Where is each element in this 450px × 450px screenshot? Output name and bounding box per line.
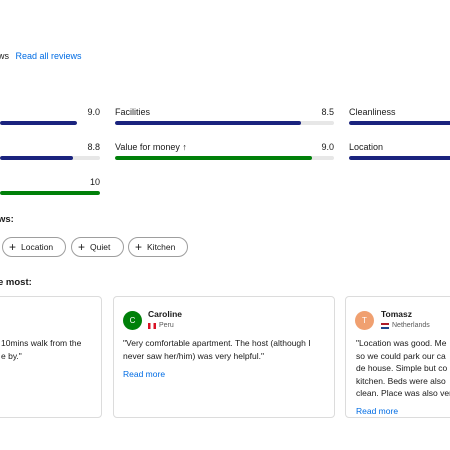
review-text: 10mins walk from the e by." — [1, 338, 82, 361]
review-text: "Location was good. Me so we could park … — [356, 338, 450, 398]
reviewer-country: Peru — [148, 322, 174, 329]
category-bar — [0, 121, 77, 125]
category-score: 9.0 — [321, 142, 334, 152]
category-bar-fill — [115, 121, 302, 125]
reviews-header: ws Read all reviews — [0, 51, 82, 61]
topic-chip-kitchen[interactable]: + Kitchen — [128, 237, 188, 257]
avatar: C — [123, 311, 142, 330]
category-score: 8.8 — [87, 142, 100, 152]
reviewer-country: Netherlands — [381, 322, 430, 329]
category-bar-fill — [115, 156, 313, 160]
category-bar — [115, 121, 334, 125]
category-bar-fill — [0, 121, 77, 125]
category-label-text: Value for money — [115, 142, 180, 152]
category-bar — [349, 156, 450, 160]
read-more-link[interactable]: Read more — [123, 369, 166, 379]
plus-icon: + — [9, 240, 17, 254]
review-card[interactable]: 10mins walk from the e by." — [0, 296, 102, 418]
reviewer-name: Caroline — [148, 309, 183, 319]
category-bar — [0, 156, 100, 160]
read-more-link[interactable]: Read more — [356, 406, 399, 416]
category-bar-fill — [0, 156, 73, 160]
chip-label: Location — [21, 242, 54, 252]
topics-title: ws: — [0, 214, 14, 225]
arrow-up-icon: ↑ — [182, 142, 187, 152]
plus-icon: + — [78, 240, 86, 254]
review-text: "Very comfortable apartment. The host (a… — [123, 338, 311, 361]
category-label: Cleanliness — [349, 107, 396, 117]
category-bar — [115, 156, 334, 160]
review-card[interactable]: C Caroline Peru "Very comfortable apartm… — [113, 296, 335, 418]
chip-label: Quiet — [90, 242, 111, 252]
avatar: T — [355, 311, 374, 330]
category-label-value-for-money: Value for money ↑ — [115, 142, 187, 152]
read-all-reviews-link[interactable]: Read all reviews — [15, 51, 82, 61]
category-bar — [0, 191, 100, 195]
netherlands-flag-icon — [381, 322, 389, 329]
topic-chip-location[interactable]: + Location — [2, 237, 66, 257]
topic-chip-quiet[interactable]: + Quiet — [71, 237, 124, 257]
liked-most-title: e most: — [0, 277, 32, 288]
category-bar-fill — [349, 121, 450, 125]
category-label: Facilities — [115, 107, 151, 117]
plus-icon: + — [135, 240, 143, 254]
category-score: 8.5 — [321, 107, 334, 117]
review-card[interactable]: T Tomasz Netherlands "Location was good.… — [345, 296, 450, 418]
category-score: 9.0 — [87, 107, 100, 117]
category-bar — [349, 121, 450, 125]
reviewer-name: Tomasz — [381, 309, 413, 319]
reviews-header-tail: ws — [0, 51, 9, 61]
category-bar-fill — [349, 156, 450, 160]
peru-flag-icon — [148, 322, 156, 329]
category-bar-fill — [0, 191, 100, 195]
category-score: 10 — [89, 177, 100, 187]
category-label: Location — [349, 142, 384, 152]
chip-label: Kitchen — [147, 242, 176, 252]
